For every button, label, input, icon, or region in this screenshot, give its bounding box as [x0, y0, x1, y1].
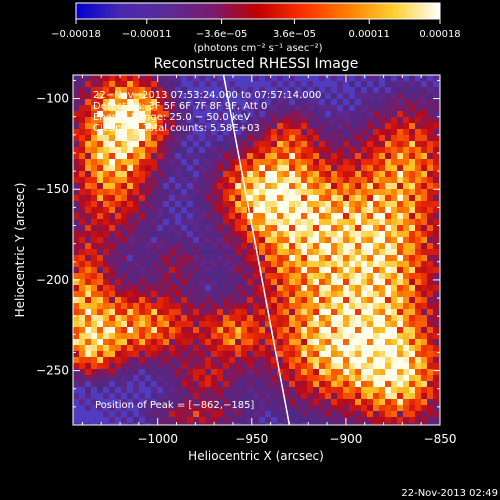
y-tick-label: −150	[36, 182, 69, 196]
y-tick-label: −100	[36, 92, 69, 106]
annotation-detectors: Detectors: 3F 5F 6F 7F 8F 9F, Att 0	[93, 101, 267, 112]
x-tick-label: −1000	[137, 432, 178, 446]
y-axis-label: Heliocentric Y (arcsec)	[13, 183, 27, 318]
plot-frame	[72, 74, 441, 426]
colorbar-tick-label: −0.00011	[122, 29, 172, 40]
peak-position-label: Position of Peak = [−862,−185]	[95, 400, 254, 411]
colorbar-unit-label: (photons cm⁻² s⁻¹ asec⁻²)	[193, 43, 322, 54]
colorbar-tick-label: 3.6e−05	[273, 29, 316, 40]
annotation-time-range: 22−Nov−2013 07:53:24.000 to 07:57:14.000	[93, 90, 321, 101]
chart-title: Reconstructed RHESSI Image	[154, 56, 359, 72]
x-tick-label: −900	[329, 432, 362, 446]
heatmap-image	[73, 75, 440, 425]
annotation-energy-range: Energy Range: 25.0 − 50.0 keV	[93, 112, 250, 123]
colorbar-tick-label: −0.00018	[51, 29, 101, 40]
colorbar-tick-label: −3.6e−05	[196, 29, 248, 40]
x-tick-label: −850	[424, 432, 457, 446]
x-axis-label: Heliocentric X (arcsec)	[188, 449, 324, 463]
colorbar-tick-label: 0.00011	[349, 29, 390, 40]
colorbar	[75, 2, 441, 20]
solar-limb-line	[222, 75, 291, 425]
axis-ticks: −1000 −950 −900 −850 −100 −150 −200 −250	[36, 75, 456, 446]
colorbar-ticks: −0.00018 −0.00011 −3.6e−05 3.6e−05 0.00011 0.…	[51, 19, 461, 40]
x-tick-label: −950	[235, 432, 268, 446]
colorbar-tick-label: 0.00018	[419, 29, 460, 40]
y-tick-label: −250	[36, 364, 69, 378]
footer-timestamp: 22-Nov-2013 02:49	[401, 488, 498, 499]
y-tick-label: −200	[36, 273, 69, 287]
annotation-counts: Clean Total counts: 5.58E+03	[93, 123, 260, 134]
